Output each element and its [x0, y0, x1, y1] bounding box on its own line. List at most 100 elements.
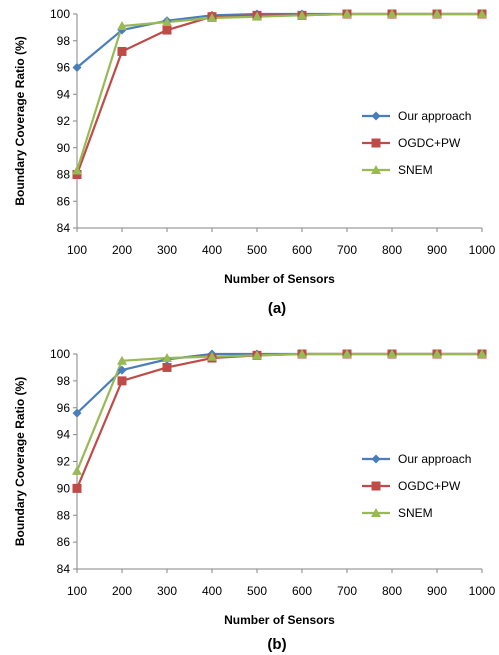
- x-tick-label: 900: [427, 243, 447, 257]
- y-tick-label: 88: [57, 508, 71, 522]
- data-point-snem: [342, 9, 352, 18]
- y-tick-label: 90: [57, 141, 71, 155]
- legend: Our approach OGDC+PW SNEM: [362, 109, 471, 177]
- y-tick-label: 84: [57, 562, 71, 576]
- x-tick-label: 100: [67, 584, 87, 598]
- chart-a: 84 86 88 90 92 94 96 98 100 100 200 300 400 500 600 70…: [13, 7, 496, 317]
- series-line-snem: [75, 12, 482, 171]
- data-point-snem: [297, 10, 307, 20]
- chart-caption: (a): [268, 300, 286, 317]
- x-tick-label: 900: [427, 584, 447, 598]
- data-point-our-approach: [117, 365, 127, 375]
- x-tick-label: 1000: [469, 243, 496, 257]
- data-point-snem: [252, 11, 262, 21]
- data-point-ogdc-pw: [117, 46, 127, 56]
- legend-label-our-approach: Our approach: [398, 109, 471, 123]
- data-point-snem: [72, 465, 82, 475]
- y-tick-label: 84: [57, 221, 71, 235]
- x-axis-label: Number of Sensors: [224, 613, 335, 627]
- y-tick-label: 92: [57, 455, 71, 469]
- x-tick-label: 500: [247, 584, 267, 598]
- data-point-snem: [162, 17, 172, 27]
- y-tick-label: 100: [50, 7, 70, 21]
- series-line-our-approach: [76, 12, 482, 69]
- data-point-ogdc-pw: [72, 483, 82, 493]
- data-point-snem: [297, 349, 307, 358]
- data-point-ogdc-pw: [162, 25, 172, 35]
- y-tick-label: 86: [57, 535, 71, 549]
- x-tick-label: 200: [112, 584, 132, 598]
- data-point-ogdc-pw: [72, 170, 82, 179]
- y-ticks: 84 86 88 90 92 94 96 98 100: [50, 347, 77, 576]
- y-tick-label: 94: [57, 428, 71, 442]
- legend-label-our-approach: Our approach: [398, 452, 471, 466]
- legend: Our approach OGDC+PW SNEM: [362, 452, 471, 520]
- x-tick-label: 400: [202, 584, 222, 598]
- series-lines: [72, 9, 487, 179]
- x-tick-label: 600: [292, 243, 312, 257]
- y-tick-label: 88: [57, 168, 71, 182]
- data-point-snem: [207, 13, 217, 23]
- x-ticks: 100 200 300 400 500 600 700 800 900 1000: [67, 569, 496, 598]
- y-axis-label: Boundary Coverage Ratio (%): [13, 377, 27, 546]
- data-point-snem: [432, 349, 442, 358]
- data-point-snem: [252, 350, 262, 360]
- x-ticks: 100 200 300 400 500 600 700 800 900 1000: [67, 228, 496, 257]
- x-tick-label: 700: [337, 243, 357, 257]
- legend-marker: [371, 111, 381, 121]
- series-line-ogdc-pw: [75, 12, 482, 175]
- y-ticks: 84 86 88 90 92 94 96 98 100: [50, 7, 77, 235]
- x-tick-label: 400: [202, 243, 222, 257]
- data-point-snem: [342, 349, 352, 358]
- legend-label-ogdc-pw: OGDC+PW: [398, 479, 461, 493]
- series-lines: [72, 349, 487, 493]
- x-tick-label: 800: [382, 584, 402, 598]
- legend-marker: [371, 165, 381, 174]
- legend-marker: [371, 508, 381, 517]
- y-tick-label: 92: [57, 114, 71, 128]
- data-point-snem: [477, 9, 487, 18]
- legend-label-snem: SNEM: [398, 163, 433, 177]
- data-point-snem: [72, 165, 82, 175]
- data-point-our-approach: [72, 408, 82, 418]
- data-point-snem: [162, 353, 172, 363]
- y-tick-label: 94: [57, 87, 71, 101]
- x-tick-label: 800: [382, 243, 402, 257]
- y-tick-label: 98: [57, 34, 71, 48]
- legend-marker: [371, 481, 381, 491]
- x-tick-label: 300: [157, 243, 177, 257]
- y-tick-label: 100: [50, 347, 70, 361]
- y-tick-label: 96: [57, 61, 71, 75]
- data-point-snem: [387, 9, 397, 18]
- x-tick-label: 300: [157, 584, 177, 598]
- data-point-snem: [117, 21, 127, 31]
- legend-marker: [371, 454, 381, 464]
- x-tick-label: 100: [67, 243, 87, 257]
- y-axis-label: Boundary Coverage Ratio (%): [13, 36, 27, 205]
- y-tick-label: 98: [57, 374, 71, 388]
- x-tick-label: 700: [337, 584, 357, 598]
- y-tick-label: 96: [57, 401, 71, 415]
- x-tick-label: 200: [112, 243, 132, 257]
- x-tick-label: 1000: [469, 584, 496, 598]
- data-point-our-approach: [72, 63, 82, 72]
- data-point-snem: [207, 351, 217, 361]
- legend-label-snem: SNEM: [398, 506, 433, 520]
- legend-label-ogdc-pw: OGDC+PW: [398, 136, 461, 150]
- chart-b: 84 86 88 90 92 94 96 98 100 100 200 300 400 500 600 70…: [13, 347, 496, 653]
- x-tick-label: 600: [292, 584, 312, 598]
- chart-caption: (b): [267, 636, 286, 653]
- data-point-snem: [117, 355, 127, 365]
- x-tick-label: 500: [247, 243, 267, 257]
- data-point-ogdc-pw: [162, 362, 172, 372]
- x-axis-label: Number of Sensors: [224, 272, 335, 286]
- data-point-snem: [387, 349, 397, 358]
- data-point-ogdc-pw: [117, 376, 127, 386]
- series-line-snem: [75, 352, 482, 472]
- data-point-snem: [432, 9, 442, 18]
- series-line-our-approach: [76, 352, 482, 414]
- series-line-ogdc-pw: [75, 352, 482, 489]
- data-point-snem: [477, 349, 487, 358]
- legend-marker: [371, 138, 381, 148]
